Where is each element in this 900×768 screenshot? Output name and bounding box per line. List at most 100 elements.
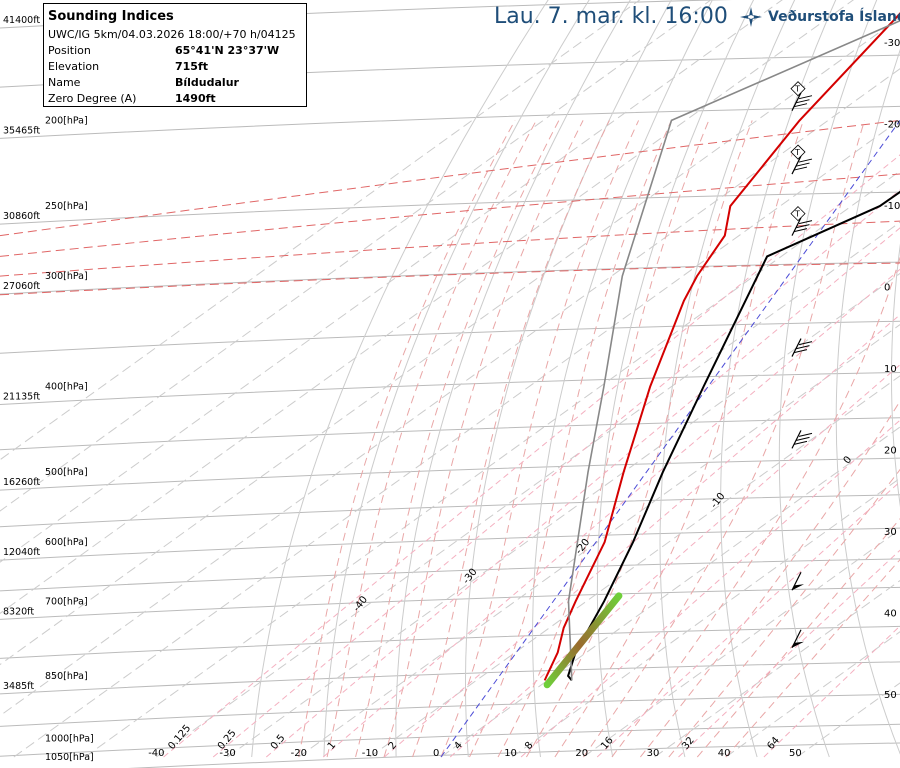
moist-adiabat-line bbox=[497, 120, 710, 758]
wind-barb-tick bbox=[798, 158, 813, 163]
wind-barb-tick bbox=[798, 220, 813, 225]
tropopause-marker bbox=[790, 206, 806, 222]
mixing-ratio-tick-label: 8 bbox=[523, 740, 536, 752]
wind-barb-flag bbox=[792, 584, 804, 591]
series-line-dewpoint bbox=[543, 12, 900, 681]
mixing-ratio-tick-label: 1 bbox=[326, 740, 339, 752]
isobar-line bbox=[0, 723, 900, 757]
theta-right-tick-label: 10 bbox=[884, 364, 897, 375]
moist-adiabat-line bbox=[355, 120, 560, 758]
info-row-zero-degree: Zero Degree (A) 1490ft bbox=[44, 91, 306, 107]
mixing-ratio-line bbox=[763, 625, 900, 758]
theta-right-tick-label: -20 bbox=[884, 120, 900, 131]
wind-barb: T bbox=[790, 206, 813, 236]
moist-adiabat-line bbox=[582, 120, 865, 758]
theta-right-tick-label: 50 bbox=[884, 690, 897, 701]
pressure-tick-label: 200[hPa] bbox=[45, 115, 88, 126]
theta-right-tick-label: 30 bbox=[884, 527, 897, 538]
isobar-line bbox=[0, 457, 900, 491]
isotherm-tick-label: -30 bbox=[219, 748, 235, 759]
altitude-tick-label: 8320ft bbox=[3, 606, 34, 617]
moist-adiabat-line bbox=[440, 120, 640, 758]
info-value: Bíldudalur bbox=[175, 76, 239, 89]
wind-barb-staff bbox=[791, 430, 802, 449]
dry-adiabat-line bbox=[659, 0, 796, 758]
isotherm-tick-label: 0 bbox=[433, 748, 439, 759]
pressure-tick-label: 700[hPa] bbox=[45, 596, 88, 607]
wind-barbs: T T T bbox=[790, 81, 813, 649]
altitude-tick-label: 27060ft bbox=[3, 281, 40, 292]
info-value: 715ft bbox=[175, 60, 209, 73]
info-row-position: Position 65°41'N 23°37'W bbox=[44, 43, 306, 59]
moist-adiabat-line bbox=[696, 518, 900, 758]
isobar-line bbox=[0, 586, 900, 620]
pressure-tick-label: 250[hPa] bbox=[45, 201, 88, 212]
mixing-ratio-line bbox=[520, 419, 900, 758]
altitude-tick-label: 35465ft bbox=[3, 125, 40, 136]
wind-barb-tick bbox=[793, 440, 808, 445]
isotherm-tick-label: 20 bbox=[575, 748, 588, 759]
isobar-line bbox=[0, 105, 900, 139]
moist-adiabat-line bbox=[525, 120, 753, 758]
isotherm-tick-label: 10 bbox=[504, 748, 517, 759]
wind-barb-staff bbox=[791, 629, 802, 649]
mixing-ratio-tick-label: 4 bbox=[452, 740, 465, 752]
isobar-line bbox=[0, 527, 900, 561]
theta-right-tick-label: -30 bbox=[884, 38, 900, 49]
moist-adiabat-line bbox=[611, 256, 900, 758]
wind-barb-tick bbox=[798, 95, 813, 100]
tropopause-line bbox=[0, 220, 900, 277]
info-row-elevation: Elevation 715ft bbox=[44, 59, 306, 75]
isotherm-tick-label: -40 bbox=[148, 748, 164, 759]
wind-barb-tick bbox=[796, 224, 810, 229]
wind-barb-staff bbox=[791, 571, 802, 591]
pressure-tick-label: 500[hPa] bbox=[45, 467, 88, 478]
isobar-line bbox=[0, 372, 900, 406]
sounding-info-box: Sounding Indices UWC/IG 5km/04.03.2026 1… bbox=[43, 3, 307, 107]
isotherm-inline-label: -40 bbox=[351, 594, 370, 614]
pressure-tick-label: 1000[hPa] bbox=[45, 733, 94, 744]
dry-adiabat-line bbox=[778, 0, 878, 758]
info-value: 1490ft bbox=[175, 92, 216, 105]
wind-barb bbox=[791, 571, 804, 591]
mixing-ratio-tick-label: 2 bbox=[387, 740, 400, 752]
moist-adiabat-line bbox=[469, 120, 672, 758]
isotherm-tick-label: -10 bbox=[362, 748, 378, 759]
series-line-parcel bbox=[567, 19, 900, 681]
pressure-tick-label: 1050[hPa] bbox=[45, 752, 94, 763]
isobar-line bbox=[0, 661, 900, 695]
info-subtitle-row: UWC/IG 5km/04.03.2026 18:00/+70 h/04125 bbox=[44, 27, 306, 43]
wind-barb-tick bbox=[798, 432, 813, 437]
isobar-line bbox=[0, 320, 900, 354]
isotherm-tick-label: 30 bbox=[647, 748, 660, 759]
isotherm-inline-label: -10 bbox=[709, 491, 728, 511]
wind-barb-staff bbox=[791, 155, 802, 175]
dry-adiabat-line bbox=[720, 0, 837, 758]
wind-barb-tick bbox=[793, 349, 808, 354]
wind-barb bbox=[791, 430, 813, 449]
wind-barb-tick bbox=[796, 345, 810, 350]
wind-barb-tick bbox=[796, 99, 810, 104]
moist-adiabat-line bbox=[640, 400, 900, 758]
isobar-line bbox=[0, 558, 900, 592]
dry-adiabat-line bbox=[251, 0, 549, 758]
isobar-line bbox=[0, 494, 900, 528]
info-key: Position bbox=[48, 44, 91, 57]
wind-barb-tick bbox=[793, 103, 808, 108]
tropopause-marker bbox=[790, 144, 806, 160]
info-title: Sounding Indices bbox=[48, 9, 174, 24]
isotherm-line bbox=[654, 579, 900, 758]
brand-name: Veðurstofa Íslands bbox=[768, 9, 900, 25]
tropopause-line bbox=[0, 262, 900, 296]
isotherm-line bbox=[84, 170, 900, 758]
tropopause-marker-label: T bbox=[794, 148, 800, 157]
isotherm-tick-label: 40 bbox=[718, 748, 731, 759]
wind-barb-flag bbox=[792, 641, 804, 648]
